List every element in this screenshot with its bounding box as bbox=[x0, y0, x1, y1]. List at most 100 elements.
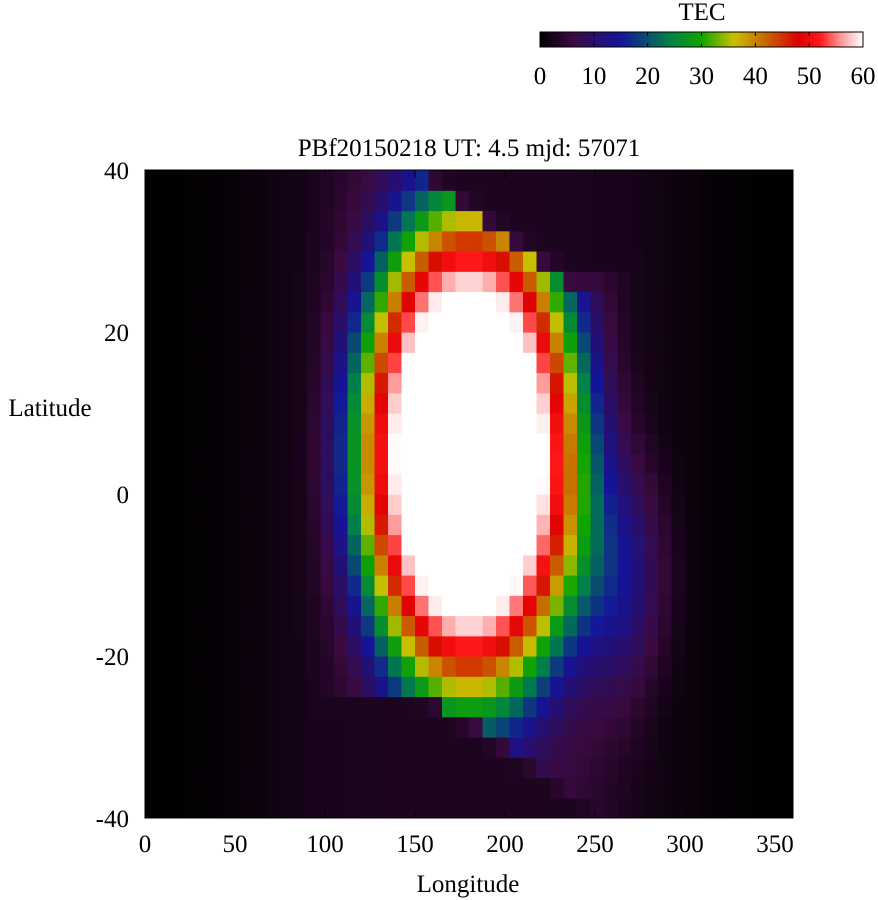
heatmap-cell bbox=[334, 554, 349, 576]
heatmap-cell bbox=[482, 392, 497, 414]
heatmap-cell bbox=[712, 190, 727, 212]
heatmap-cell bbox=[536, 615, 551, 637]
heatmap-cell bbox=[334, 271, 349, 293]
heatmap-cell bbox=[388, 777, 403, 799]
heatmap-cell bbox=[374, 797, 389, 818]
heatmap-cell bbox=[563, 473, 578, 495]
heatmap-cell bbox=[320, 433, 335, 455]
heatmap-cell bbox=[766, 615, 781, 637]
heatmap-cell bbox=[455, 737, 470, 758]
heatmap-cell bbox=[739, 413, 754, 434]
heatmap-cell bbox=[455, 757, 470, 779]
heatmap-cell bbox=[644, 453, 659, 475]
heatmap-cell bbox=[604, 777, 619, 799]
heatmap-cell bbox=[523, 656, 538, 677]
heatmap-cell bbox=[523, 372, 538, 394]
heatmap-cell bbox=[401, 352, 416, 374]
heatmap-cell bbox=[199, 575, 214, 596]
heatmap-cell bbox=[604, 210, 619, 232]
heatmap-cell bbox=[617, 170, 632, 191]
heatmap-cell bbox=[739, 737, 754, 758]
heatmap-cell bbox=[739, 656, 754, 677]
heatmap-cell bbox=[239, 737, 254, 758]
heatmap-cell bbox=[469, 251, 484, 272]
heatmap-cell bbox=[496, 494, 511, 515]
heatmap-cell bbox=[671, 332, 686, 353]
heatmap-cell bbox=[199, 170, 214, 191]
heatmap-cell bbox=[563, 352, 578, 374]
heatmap-cell bbox=[266, 696, 281, 718]
heatmap-cell bbox=[712, 332, 727, 353]
heatmap-cell bbox=[226, 352, 241, 374]
heatmap-cell bbox=[172, 534, 187, 556]
heatmap-cell bbox=[509, 392, 524, 414]
heatmap-cell bbox=[239, 514, 254, 536]
colorbar-tick-label: 40 bbox=[743, 63, 768, 90]
heatmap-cell bbox=[482, 635, 497, 657]
heatmap-cell bbox=[239, 635, 254, 657]
x-tick-label: 50 bbox=[223, 831, 248, 858]
heatmap-cell bbox=[469, 473, 484, 495]
heatmap-cell bbox=[388, 716, 403, 738]
heatmap-cell bbox=[712, 271, 727, 293]
heatmap-cell bbox=[374, 716, 389, 738]
heatmap-cell bbox=[361, 797, 376, 818]
heatmap-cell bbox=[307, 332, 322, 353]
heatmap-cell bbox=[266, 372, 281, 394]
heatmap-cell bbox=[185, 777, 200, 799]
heatmap-cell bbox=[199, 190, 214, 212]
heatmap-cell bbox=[293, 251, 308, 272]
heatmap-cell bbox=[590, 716, 605, 738]
heatmap-cell bbox=[415, 554, 430, 576]
heatmap-cell bbox=[509, 514, 524, 536]
heatmap-cell bbox=[226, 635, 241, 657]
heatmap-cell bbox=[145, 696, 160, 718]
heatmap-cell bbox=[442, 271, 457, 293]
heatmap-cell bbox=[280, 372, 295, 394]
heatmap-cell bbox=[185, 635, 200, 657]
heatmap-cell bbox=[158, 433, 173, 455]
heatmap-cell bbox=[644, 271, 659, 293]
heatmap-cell bbox=[712, 230, 727, 252]
heatmap-cell bbox=[496, 352, 511, 374]
heatmap-cell bbox=[590, 251, 605, 272]
heatmap-cell bbox=[725, 696, 740, 718]
heatmap-cell bbox=[415, 737, 430, 758]
heatmap-cell bbox=[496, 190, 511, 212]
heatmap-cell bbox=[388, 656, 403, 677]
heatmap-cell bbox=[590, 190, 605, 212]
heatmap-cell bbox=[253, 656, 268, 677]
heatmap-cell bbox=[158, 595, 173, 617]
heatmap-cell bbox=[347, 392, 362, 414]
heatmap-cell bbox=[469, 494, 484, 515]
heatmap-cell bbox=[725, 271, 740, 293]
heatmap-cell bbox=[779, 413, 793, 434]
heatmap-cell bbox=[509, 554, 524, 576]
heatmap-cell bbox=[739, 271, 754, 293]
heatmap-cell bbox=[698, 311, 713, 333]
heatmap-cell bbox=[779, 291, 793, 313]
heatmap-cell bbox=[145, 251, 160, 272]
heatmap-cell bbox=[469, 170, 484, 191]
heatmap-cell bbox=[253, 311, 268, 333]
heatmap-cell bbox=[158, 494, 173, 515]
heatmap-cell bbox=[307, 251, 322, 272]
heatmap-cell bbox=[280, 230, 295, 252]
heatmap-cell bbox=[604, 453, 619, 475]
heatmap-cell bbox=[334, 494, 349, 515]
heatmap-cell bbox=[536, 696, 551, 718]
heatmap-cell bbox=[698, 372, 713, 394]
heatmap-cell bbox=[779, 514, 793, 536]
heatmap-cell bbox=[523, 170, 538, 191]
heatmap-cell bbox=[617, 311, 632, 333]
heatmap-cell bbox=[293, 392, 308, 414]
heatmap-cell bbox=[550, 473, 565, 495]
heatmap-cell bbox=[145, 372, 160, 394]
heatmap-cell bbox=[226, 453, 241, 475]
heatmap-cell bbox=[293, 291, 308, 313]
heatmap-cell bbox=[469, 716, 484, 738]
heatmap-cell bbox=[766, 311, 781, 333]
heatmap-cell bbox=[415, 595, 430, 617]
heatmap-cell bbox=[361, 777, 376, 799]
heatmap-cell bbox=[698, 514, 713, 536]
